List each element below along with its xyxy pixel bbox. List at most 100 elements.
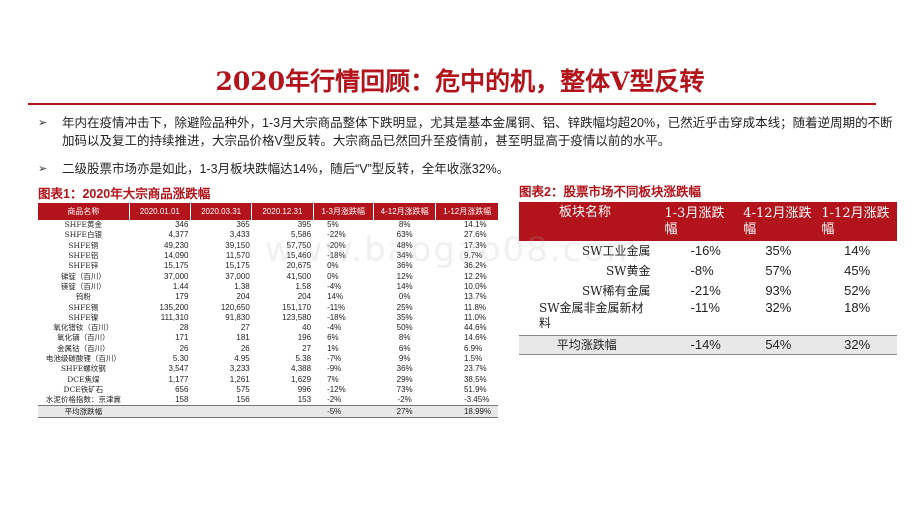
value-cell: 11.8% [463,302,487,312]
commodity-name-cell: SHFE镍 [68,312,99,322]
value-cell: 36.2% [463,261,487,271]
value-cell: 0% [327,261,339,271]
page-title: 2020年行情回顾：危中的机，整体V型反转 [215,67,705,96]
commodity-name-cell: SHFE螺纹钢 [60,364,106,374]
value-cell: 151,170 [282,302,312,312]
value-cell: 12% [396,271,413,281]
sector-table: 板块名称 1-3月涨跌幅 4-12月涨跌幅 1-12月涨跌幅 SW工业金属 -16… [519,202,897,355]
value-cell: 181 [236,333,250,343]
commodity-name-cell: DCE铁矿石 [63,384,104,394]
sector-table-body: SW工业金属 -16% 35% 14% SW黄金 -8% 57% 45% SW稀有金属 -21% 9… [519,241,897,355]
column-header: 2020.12.31 [251,203,314,220]
value-cell: 14.1% [463,220,487,230]
sector-name-cell: SW稀有金属 [581,284,651,298]
table-row: SHFE铝 14,090 11,570 15,460 -18% 34% 9.7% [38,251,499,261]
table-header-row: 商品名称 2020.01.01 2020.03.31 2020.12.31 1-… [37,203,498,220]
commodity-name-cell: 锑锭（百川） [60,271,106,281]
value-cell: 17.3% [463,240,487,250]
value-cell: 656 [175,384,189,394]
value-cell: 4.95 [234,354,250,363]
value-cell: 51.9% [463,384,487,394]
value-cell: 49,230 [164,240,189,250]
value-cell: 120,650 [220,302,250,312]
value-cell: 35% [396,312,413,322]
value-cell: 395 [297,220,312,230]
value-cell: 27.6% [463,230,487,240]
value-cell: -18% [327,251,346,261]
value-cell: 15,175 [225,261,250,271]
column-header: 4-12月涨跌幅 [372,203,436,220]
table-row: SW稀有金属 -21% 93% 52% [519,281,897,301]
value-cell: 11.0% [463,312,487,322]
value-cell: 346 [175,220,189,230]
value-cell: 3,233 [229,364,250,374]
value-cell: 1.44 [172,281,189,291]
value-cell: 40 [302,323,312,333]
table-row: SHFE锡 135,200 120,650 151,170 -11% 25% 11.8% [38,302,499,312]
value-cell: 14.6% [463,333,487,343]
commodity-name-cell: SHFE白银 [64,230,103,240]
value-cell: 3,547 [168,364,189,374]
value-cell: 32% [765,300,792,315]
value-cell: 20,675 [286,261,312,271]
value-cell: 123,580 [282,312,312,322]
sector-name-cell: SW金属非金属新材料 [539,301,644,330]
arrow-bullet-icon: ➢ [38,117,48,129]
value-cell: -9% [327,364,342,374]
value-cell: -21% [690,283,721,298]
footer-value-cell: 54% [739,335,818,355]
commodity-name-cell: SHFE锡 [68,302,99,312]
commodity-name-cell: 金属钴（百川） [57,343,110,353]
value-cell: 57,750 [286,240,312,250]
value-cell: 39,150 [225,240,250,250]
value-cell: 18% [844,300,871,315]
table-header-row: 板块名称 1-3月涨跌幅 4-12月涨跌幅 1-12月涨跌幅 [519,202,897,241]
value-cell: 5,586 [291,230,312,240]
table-row: 钨粉 179 204 204 14% 0% 13.7% [38,292,499,302]
footer-value-cell: -14% [660,335,740,355]
value-cell: 26 [240,343,250,353]
table-row: DCE铁矿石 656 575 996 -12% 73% 51.9% [38,385,499,395]
value-cell: 0% [398,292,411,302]
footer-value-cell [251,405,314,419]
value-cell: 1,177 [168,374,189,384]
value-cell: 13.7% [463,292,487,302]
bullet-text: 二级股票市场亦是如此，1-3月板块跌幅达14%，随后“V”型反转，全年收涨32%… [62,162,510,176]
table-footer-row: 平均涨跌幅 -14% 54% 32% [519,335,897,355]
value-cell: 12.2% [463,271,487,281]
table-row: SHFE黄金 346 365 395 5% 8% 14.1% [38,220,499,230]
value-cell: 14% [396,281,413,291]
value-cell: 15,460 [286,251,312,261]
value-cell: 25% [396,302,413,312]
table-row: DCE焦煤 1,177 1,261 1,629 7% 29% 38.5% [38,374,499,384]
commodity-name-cell: 水泥价格指数：京津冀 [45,395,121,405]
table-row: SHFE白银 4,377 3,433 5,586 -22% 63% 27.6% [38,230,499,240]
column-header: 4-12月涨跌幅 [739,202,818,241]
value-cell: 14% [844,243,871,258]
value-cell: 11,570 [225,251,250,261]
value-cell: 63% [396,230,413,240]
value-cell: 156 [236,395,250,405]
value-cell: 91,830 [225,312,250,322]
bullet-item: ➢ 年内在疫情冲击下，除避险品种外，1-3月大宗商品整体下跌明显，尤其是基本金属… [38,114,894,154]
value-cell: 93% [765,283,792,298]
value-cell: 365 [236,220,250,230]
value-cell: 23.7% [463,364,487,374]
table-row: 镁锭（百川） 1.44 1.38 1.58 -4% 14% 10.0% [38,282,499,292]
value-cell: 37,000 [225,271,250,281]
value-cell: 3,433 [229,230,250,240]
footer-value-cell: 32% [817,335,897,355]
footer-value-cell: -5% [313,405,374,419]
column-header: 1-12月涨跌幅 [817,202,897,241]
value-cell: 73% [396,384,413,394]
commodity-name-cell: SHFE黄金 [64,220,103,230]
value-cell: 5% [327,220,339,230]
value-cell: -22% [327,230,346,240]
value-cell: -11% [690,300,720,315]
column-header: 1-3月涨跌幅 [660,202,740,241]
value-cell: 14,090 [164,251,189,261]
value-cell: -3.45% [463,395,490,405]
value-cell: 52% [844,283,871,298]
table-row: SW黄金 -8% 57% 45% [519,261,897,281]
value-cell: 41,500 [286,271,312,281]
